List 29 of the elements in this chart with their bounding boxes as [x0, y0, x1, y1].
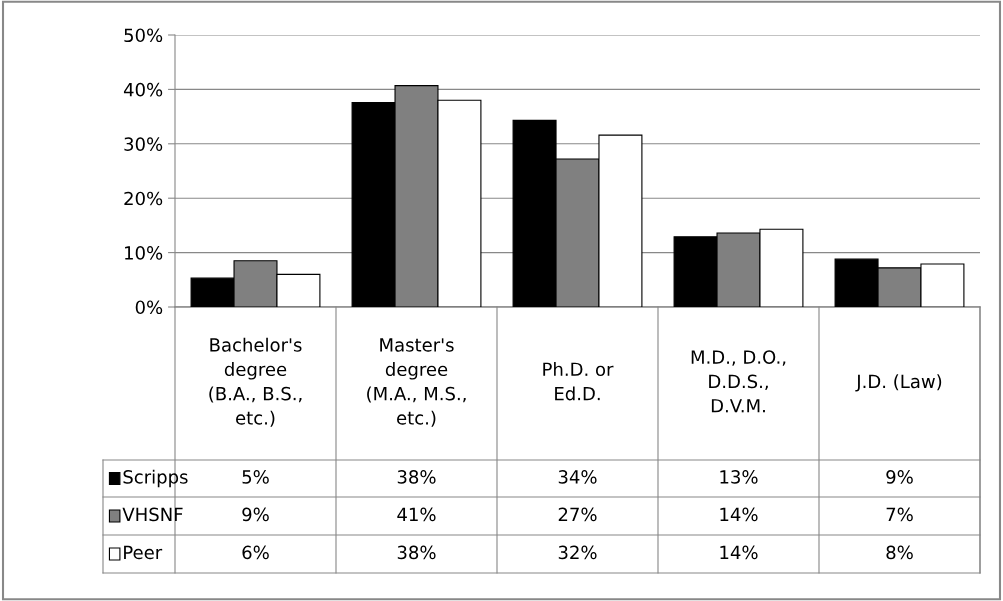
x-tick-label: M.D., D.O., D.D.S., D.V.M.	[691, 350, 786, 413]
data-label: 34%	[558, 470, 597, 484]
data-label: 7%	[886, 507, 913, 522]
y-tick-label: 10%	[125, 246, 163, 260]
data-label: 5%	[242, 470, 269, 484]
y-tick-label: 40%	[123, 82, 163, 97]
x-tick-label: Master's degree (M.A., M.S., etc.)	[367, 338, 466, 427]
legend-label: Peer	[124, 545, 163, 560]
data-label: 38%	[397, 545, 436, 560]
data-label: 9%	[242, 507, 269, 522]
data-label: 13%	[720, 470, 758, 484]
y-tick-label: 0%	[135, 300, 163, 315]
data-label: 38%	[397, 470, 436, 484]
y-tick-label: 30%	[124, 137, 163, 151]
legend-label: VHSNF	[122, 507, 183, 522]
data-label: 14%	[720, 507, 758, 522]
data-label: 8%	[886, 545, 913, 560]
y-tick-label: 50%	[124, 28, 163, 43]
data-label: 14%	[720, 545, 758, 560]
legend-label: Scripps	[123, 469, 188, 488]
x-tick-label: J.D. (Law)	[855, 374, 942, 392]
x-tick-label: Bachelor's degree (B.A., B.S., etc.)	[209, 337, 302, 427]
data-label: 27%	[558, 507, 597, 522]
data-label: 41%	[397, 507, 436, 522]
data-label: 6%	[242, 545, 269, 560]
data-label: 32%	[558, 545, 597, 560]
data-label: 9%	[886, 470, 913, 484]
x-tick-label: Ph.D. or Ed.D.	[543, 362, 614, 401]
y-tick-label: 20%	[124, 191, 163, 206]
